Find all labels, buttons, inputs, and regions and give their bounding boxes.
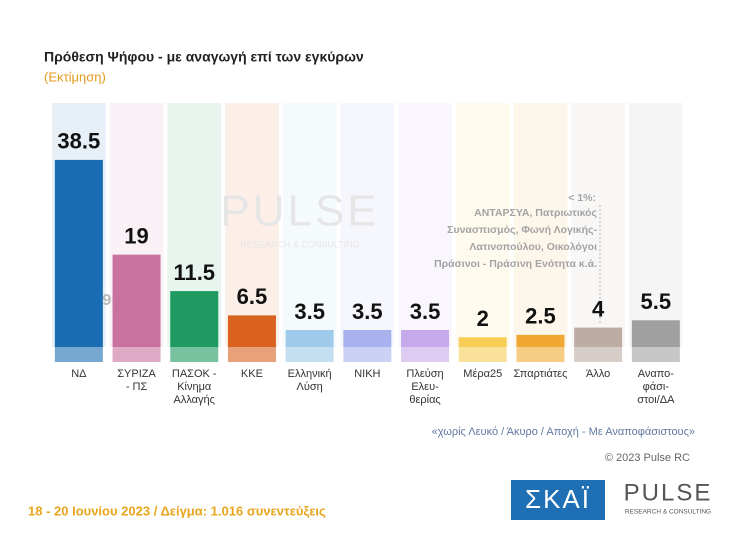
column-background (513, 103, 568, 347)
bar (285, 329, 334, 347)
x-tick-label: ΚΚΕ (240, 368, 263, 380)
x-tick-label: ΝΔ (71, 368, 87, 380)
skai-logo-text: ΣΚΑΪ (525, 484, 591, 514)
party-logo (458, 347, 507, 362)
value-label: 5.5 (641, 289, 672, 314)
survey-info: 18 - 20 Ιουνίου 2023 / Δείγμα: 1.016 συν… (28, 503, 326, 518)
value-label: 3.5 (294, 299, 325, 324)
column-background (225, 103, 279, 347)
column-background (629, 103, 683, 347)
bar (631, 320, 680, 347)
value-label: 4 (592, 296, 605, 321)
x-tick-label: ΣΥΡΙΖΑ - ΠΣ (117, 368, 156, 393)
bar (401, 329, 450, 347)
pulse-logo-sub: RESEARCH & CONSULTING (625, 509, 711, 516)
party-logo (54, 347, 103, 362)
party-logo (574, 347, 623, 362)
column-background (571, 103, 625, 347)
party-logo (343, 347, 392, 362)
copyright: © 2023 Pulse RC (605, 452, 690, 464)
value-label: 2.5 (525, 304, 556, 329)
value-label: 38.5 (57, 129, 100, 154)
value-label: 11.5 (173, 260, 215, 285)
party-logo (227, 347, 276, 362)
chart-subtitle: (Εκτίμηση) (44, 69, 106, 84)
watermark: PULSE (220, 187, 379, 236)
value-label: 19 (124, 223, 148, 248)
x-tick-label: Πλεύση Ελευ- θερίας (406, 368, 444, 406)
small-parties-note: ΑΝΤΑΡΣΥΑ, Πατριωτικός Συνασπισμός, Φωνή … (434, 207, 597, 270)
column-background (282, 103, 337, 347)
x-tick-label: Άλλο (585, 368, 611, 380)
chart-title: Πρόθεση Ψήφου - με αναγωγή επί των εγκύρ… (44, 49, 364, 65)
bar (227, 315, 276, 347)
x-tick-label: Μέρα25 (463, 368, 503, 380)
watermark-sub: RESEARCH & CONSULTING (240, 239, 359, 249)
bar (574, 327, 623, 347)
bar (458, 337, 507, 347)
x-tick-label: ΝΙΚΗ (354, 368, 381, 380)
value-label: 3.5 (352, 299, 383, 324)
column-background (455, 103, 510, 347)
value-label: 2 (477, 306, 489, 331)
note-head: < 1%: (568, 192, 596, 204)
skai-logo (511, 480, 605, 520)
x-tick-label: Ελληνική Λύση (287, 368, 332, 393)
party-logo (516, 347, 565, 362)
x-tick-label: Αναπο- φάσι- στοι/ΔΑ (637, 368, 675, 406)
bar (516, 334, 565, 347)
party-logo (401, 347, 450, 362)
party-logo (285, 347, 334, 362)
bar (343, 329, 392, 347)
party-logo (631, 347, 680, 362)
x-tick-label: ΠΑΣΟΚ - Κίνημα Αλλαγής (171, 368, 217, 406)
bar (170, 291, 219, 347)
party-logo (112, 347, 161, 362)
bar (112, 254, 161, 347)
x-tick-label: Σπαρτιάτες (513, 368, 568, 380)
party-logo (170, 347, 219, 362)
column-background (340, 103, 395, 347)
value-label: 6.5 (237, 284, 268, 309)
footnote: «χωρίς Λευκό / Άκυρο / Αποχή - Με Αναποφ… (432, 426, 695, 438)
pulse-logo: PULSE (624, 479, 713, 506)
column-background (398, 103, 452, 347)
bar (54, 159, 103, 347)
value-label: 3.5 (410, 299, 441, 324)
